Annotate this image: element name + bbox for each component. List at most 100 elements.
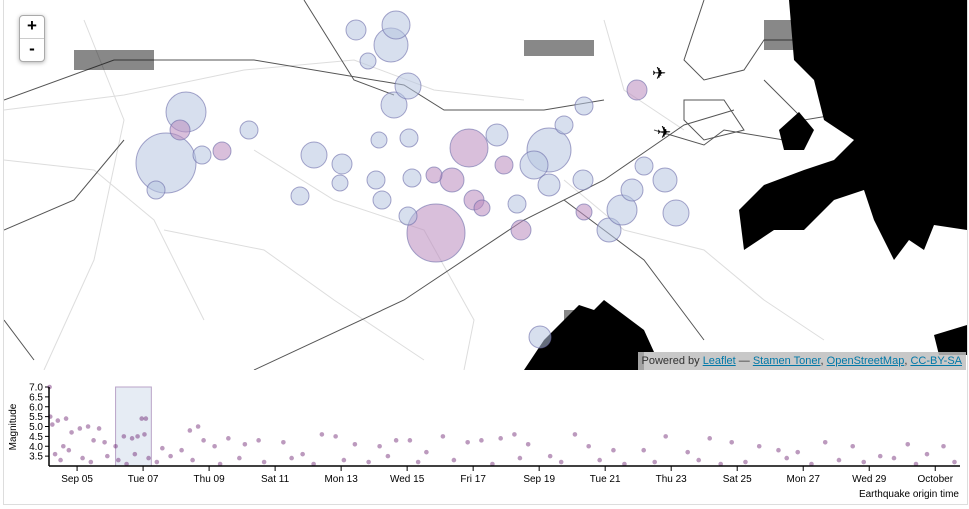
quake-point — [132, 451, 138, 457]
x-tick-label: Wed 29 — [852, 474, 887, 485]
quake-point — [905, 441, 911, 447]
quake-point — [547, 453, 553, 459]
y-tick-label: 4.0 — [29, 442, 43, 453]
quake-point — [77, 426, 83, 431]
quake-marker[interactable] — [575, 203, 593, 221]
airport-icon: ✈ — [652, 64, 667, 83]
quake-marker[interactable] — [370, 131, 388, 149]
quake-point — [558, 459, 564, 465]
quake-point — [217, 461, 223, 467]
quake-marker[interactable] — [574, 96, 594, 116]
quake-point — [52, 451, 58, 457]
quake-point — [652, 459, 657, 465]
map-attribution: Powered by Leaflet — Stamen Toner, OpenS… — [637, 352, 966, 370]
quake-point — [572, 432, 578, 437]
quake-point — [756, 443, 762, 449]
quake-point — [784, 455, 790, 461]
quake-point — [135, 434, 140, 439]
quake-point — [289, 455, 294, 461]
quake-point — [913, 461, 919, 467]
time-brush[interactable] — [115, 386, 152, 467]
quake-marker[interactable] — [135, 132, 197, 194]
quake-marker[interactable] — [473, 199, 491, 217]
x-tick-label: Mon 13 — [324, 474, 358, 485]
quake-marker[interactable] — [572, 169, 594, 191]
quake-point — [63, 416, 69, 421]
zoom-control: + - — [19, 15, 45, 62]
leaflet-link[interactable]: Leaflet — [702, 355, 736, 367]
quake-marker[interactable] — [402, 168, 422, 188]
quake-marker[interactable] — [626, 79, 648, 101]
quake-marker[interactable] — [519, 150, 549, 180]
quake-point — [415, 459, 421, 465]
license-link[interactable]: CC-BY-SA — [910, 355, 962, 367]
quake-point — [58, 457, 63, 463]
quake-point — [96, 426, 102, 431]
quake-marker[interactable] — [212, 141, 232, 161]
x-tick-label: Sat 25 — [723, 474, 752, 485]
x-tick-label: Sep 05 — [61, 474, 93, 485]
quake-point — [85, 424, 91, 429]
map[interactable]: ✈ ✈ + - — [3, 0, 968, 370]
quake-point — [941, 443, 946, 449]
stamen-toner-link[interactable]: Stamen Toner — [752, 355, 821, 367]
quake-point — [69, 430, 74, 435]
quake-marker[interactable] — [146, 180, 166, 200]
magnitude-timeline-chart[interactable]: Magnitude Earthquake origin time 7.06.56… — [0, 370, 969, 509]
quake-marker[interactable] — [239, 120, 259, 140]
x-tick-label: Wed 15 — [390, 474, 425, 485]
x-tick-label: Mon 27 — [787, 474, 821, 485]
zoom-out-button[interactable]: - — [20, 38, 44, 61]
quake-marker[interactable] — [398, 206, 418, 226]
quake-point — [102, 440, 107, 445]
quake-marker[interactable] — [381, 10, 411, 40]
y-tick-label: 7.0 — [29, 383, 43, 394]
quake-marker[interactable] — [662, 199, 690, 227]
quake-point — [143, 416, 149, 421]
quake-point — [622, 461, 627, 467]
quake-marker[interactable] — [554, 115, 574, 135]
quake-marker[interactable] — [331, 153, 353, 175]
quake-marker[interactable] — [192, 145, 212, 165]
quake-marker[interactable] — [652, 167, 678, 193]
quake-marker[interactable] — [345, 19, 367, 41]
quake-point — [139, 416, 145, 421]
quake-marker[interactable] — [494, 155, 514, 175]
quake-marker[interactable] — [406, 203, 466, 263]
quake-marker[interactable] — [537, 173, 561, 197]
quake-marker[interactable] — [380, 91, 408, 119]
quake-marker[interactable] — [510, 219, 532, 241]
quake-marker[interactable] — [634, 156, 654, 176]
quake-marker[interactable] — [449, 128, 489, 168]
quake-marker[interactable] — [507, 194, 527, 214]
quake-marker[interactable] — [439, 167, 465, 193]
quake-point — [479, 438, 484, 443]
quake-marker[interactable] — [425, 166, 443, 184]
quake-point — [377, 443, 382, 449]
quake-marker[interactable] — [290, 186, 310, 206]
quake-marker[interactable] — [394, 72, 422, 100]
quake-point — [525, 441, 531, 447]
quake-point — [795, 449, 801, 455]
quake-marker[interactable] — [372, 190, 392, 210]
quake-marker[interactable] — [620, 178, 644, 202]
osm-link[interactable]: OpenStreetMap — [826, 355, 905, 367]
quake-marker[interactable] — [169, 119, 191, 141]
quake-point — [116, 457, 121, 463]
quake-point — [385, 453, 391, 459]
quake-point — [105, 453, 110, 459]
quake-marker[interactable] — [485, 123, 509, 147]
quake-marker[interactable] — [366, 170, 386, 190]
quake-point — [66, 447, 72, 453]
quake-point — [333, 434, 338, 439]
quake-marker[interactable] — [528, 325, 552, 349]
zoom-in-button[interactable]: + — [27, 16, 37, 35]
earthquake-circles — [135, 10, 690, 349]
quake-marker[interactable] — [300, 141, 328, 169]
quake-marker[interactable] — [359, 52, 377, 70]
quake-marker[interactable] — [331, 174, 349, 192]
quake-point — [256, 438, 261, 443]
quake-marker[interactable] — [399, 128, 419, 148]
quake-point — [836, 457, 842, 463]
quake-point — [366, 459, 371, 465]
